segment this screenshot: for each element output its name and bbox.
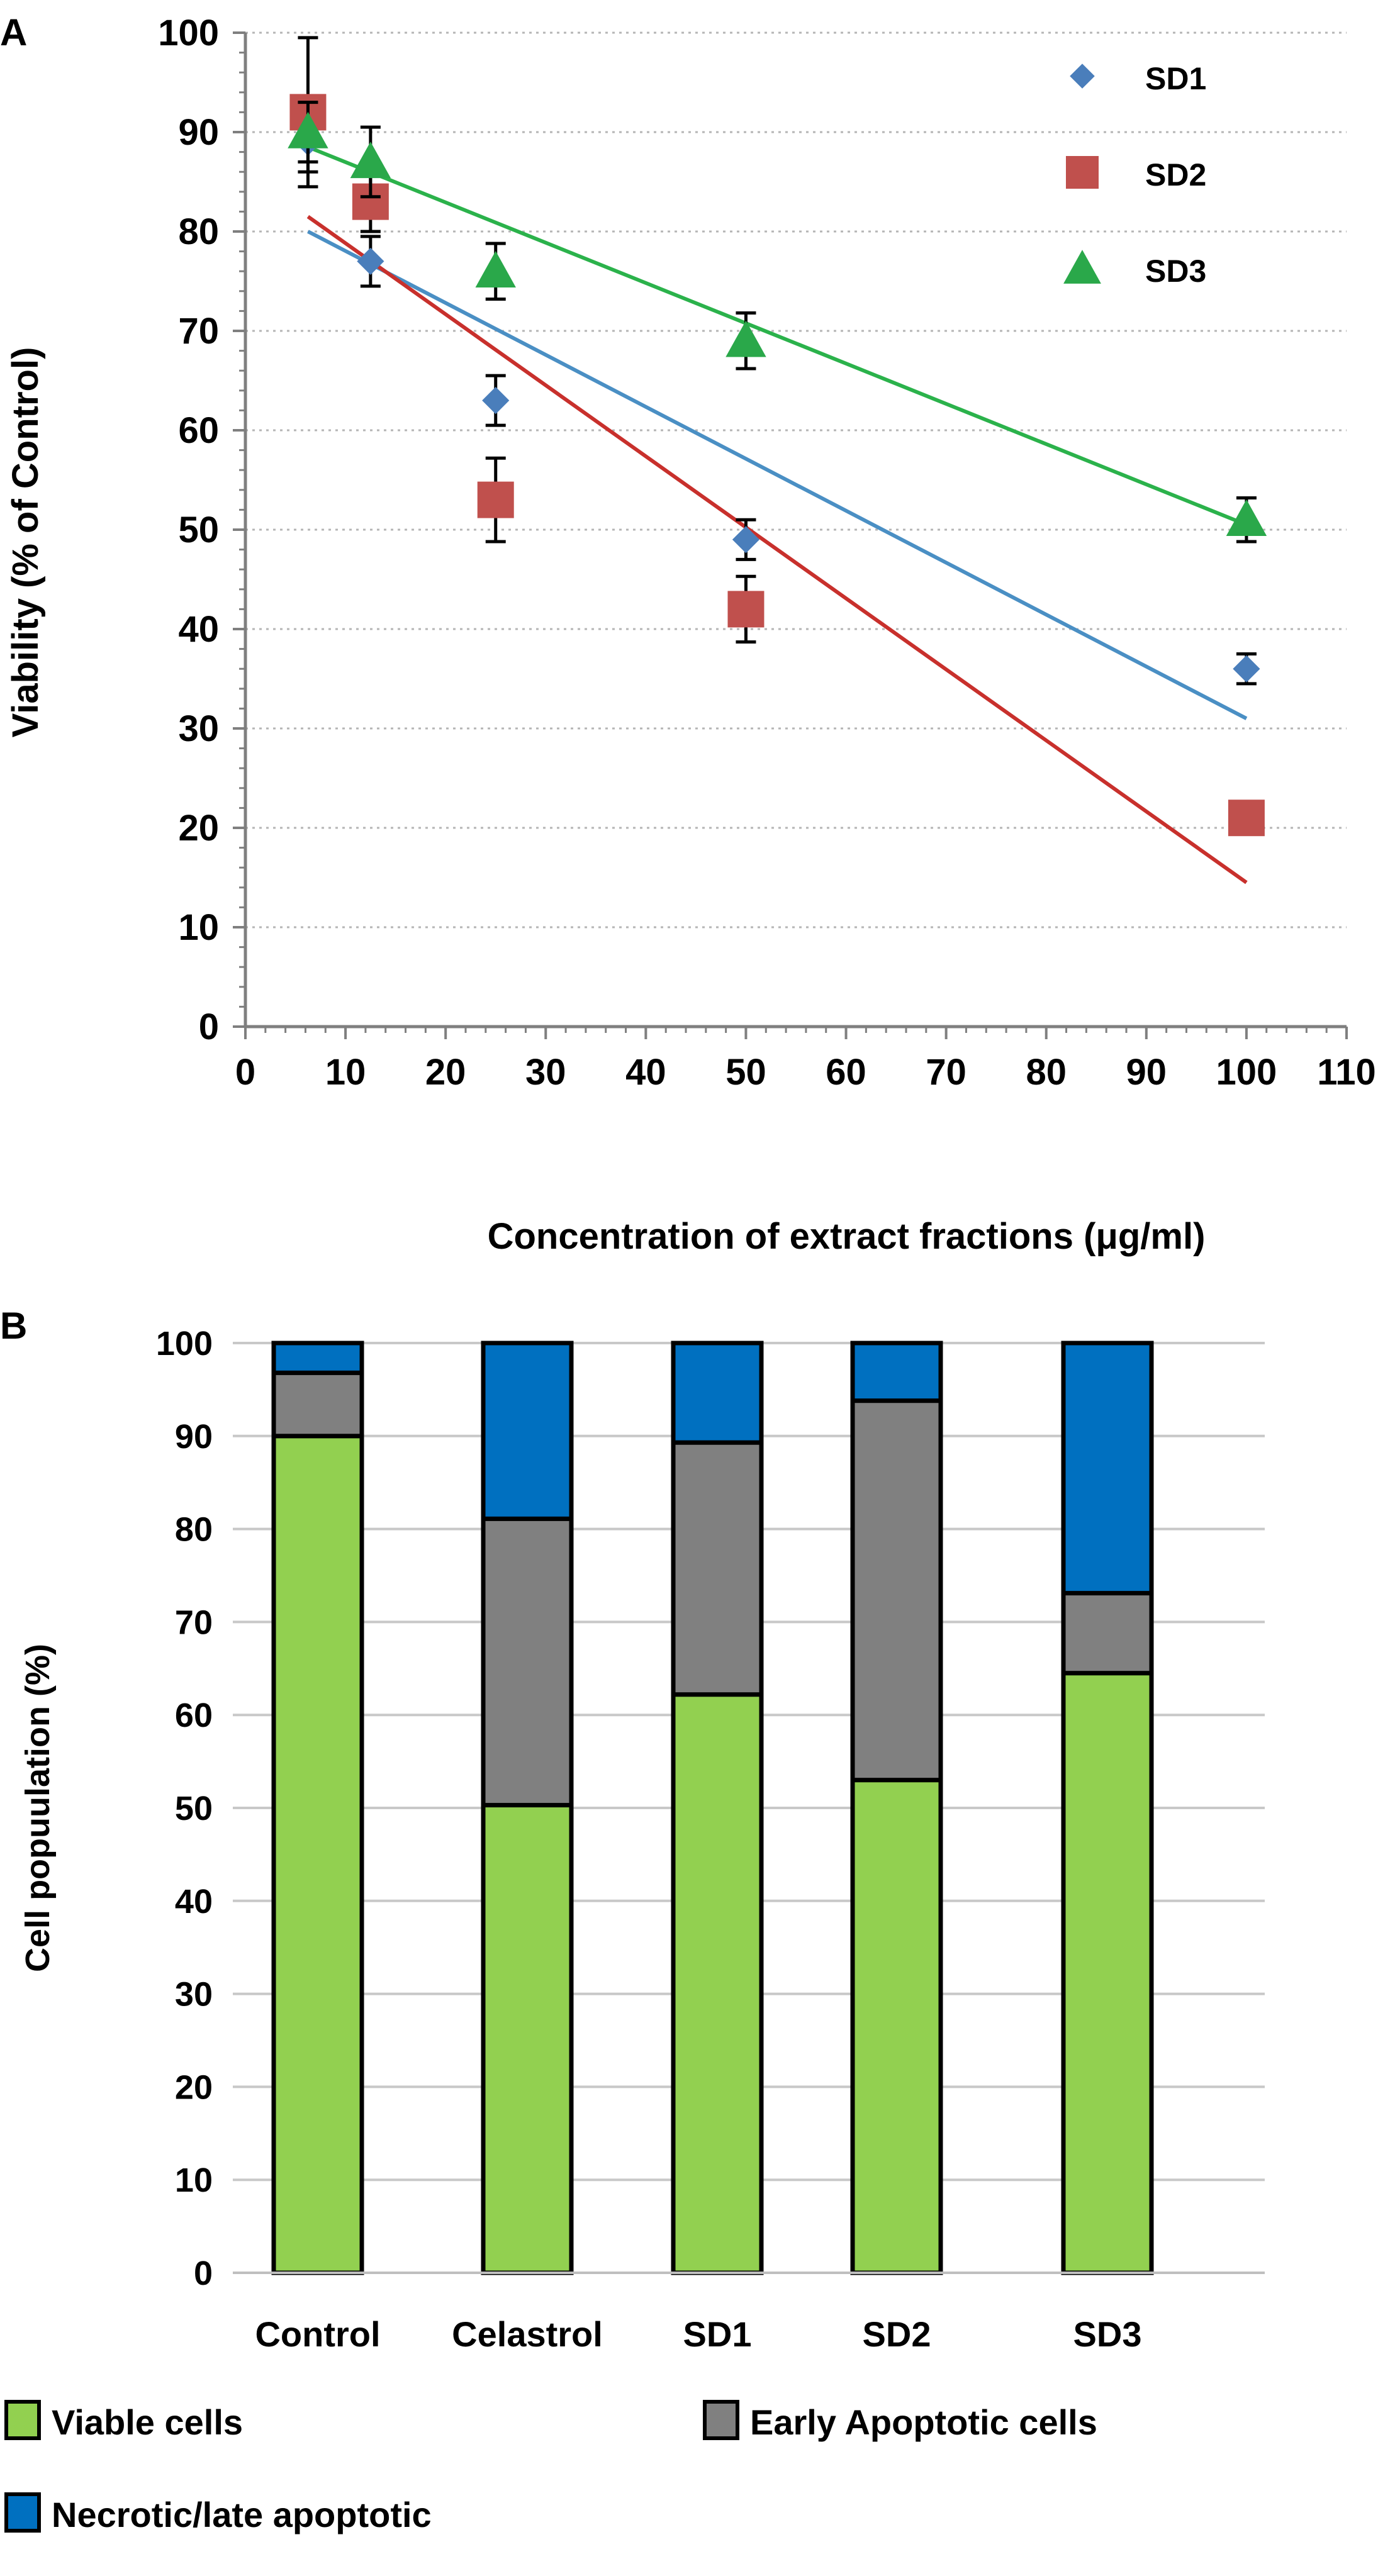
legend-label-sd2: SD2 xyxy=(1145,157,1206,192)
y-tick-label: 90 xyxy=(175,1418,213,1456)
legend-marker-sd1 xyxy=(1070,64,1095,89)
point-sd3 xyxy=(350,142,391,179)
panel-b-label: B xyxy=(0,1305,27,1347)
bar-segment-viable-cells xyxy=(481,1803,574,2275)
panel-b-category-labels: Control Celastrol SD1 SD2 SD3 xyxy=(255,2314,1141,2354)
bar-segment-viable-cells xyxy=(1061,1671,1154,2275)
point-sd2 xyxy=(1228,800,1265,837)
panel-a-label: A xyxy=(0,11,27,53)
y-tick-label: 50 xyxy=(175,1790,213,1827)
panel-a-viability-chart: A 0 10 20 30 40 50 60 70 80 90 100 0 10 20 30 40 50 60 70… xyxy=(0,11,1376,1257)
y-tick-label: 70 xyxy=(178,311,219,352)
panel-b-stacked-bars xyxy=(271,1341,1154,2275)
y-tick-label: 100 xyxy=(158,13,219,53)
y-tick-label: 80 xyxy=(175,1511,213,1549)
x-tick-label: 50 xyxy=(726,1052,766,1093)
x-tick-label: 60 xyxy=(826,1052,866,1093)
y-tick-label: 30 xyxy=(175,1976,213,2014)
legend-marker-sd3 xyxy=(1063,250,1101,284)
bar-segment-early-apoptotic-cells xyxy=(671,1440,764,1697)
y-tick-label: 100 xyxy=(156,1325,213,1363)
y-tick-label: 70 xyxy=(175,1603,213,1641)
bar-segment-viable-cells xyxy=(671,1692,764,2275)
legend-swatch-early-apoptotic-cells xyxy=(703,2400,739,2440)
panel-a-x-axis-label: Concentration of extract fractions (μg/m… xyxy=(488,1216,1206,1257)
x-tick-label: 40 xyxy=(625,1052,666,1093)
y-tick-label: 0 xyxy=(194,2255,213,2292)
category-label: Celastrol xyxy=(452,2314,603,2354)
point-sd3 xyxy=(1226,499,1267,536)
point-sd3 xyxy=(288,111,328,148)
y-tick-label: 30 xyxy=(178,708,219,749)
y-tick-label: 20 xyxy=(178,808,219,849)
point-sd1 xyxy=(732,526,760,554)
x-tick-label: 30 xyxy=(525,1052,566,1093)
panel-a-y-tick-labels: 0 10 20 30 40 50 60 70 80 90 100 xyxy=(158,13,219,1047)
legend-label: Necrotic/late apoptotic xyxy=(52,2495,432,2534)
panel-a-axes xyxy=(233,31,1348,1039)
panel-b-cell-population-chart: B 0 10 20 30 40 50 60 70 80 90 100 Control Celastro… xyxy=(0,1305,1265,2534)
x-tick-label: 100 xyxy=(1216,1052,1277,1093)
category-label: SD3 xyxy=(1073,2314,1142,2354)
panel-a-x-tick-labels: 0 10 20 30 40 50 60 70 80 90 100 110 xyxy=(235,1052,1376,1093)
bar-segment-early-apoptotic-cells xyxy=(481,1516,574,1808)
panel-a-trendlines xyxy=(306,145,1248,884)
y-tick-label: 40 xyxy=(175,1883,213,1921)
panel-a-legend: SD1 SD2 SD3 xyxy=(1063,61,1206,289)
x-tick-label: 90 xyxy=(1126,1052,1167,1093)
bar-segment-necrotic-late-apoptotic xyxy=(1061,1341,1154,1596)
legend-swatch-necrotic-late-apoptotic xyxy=(4,2492,41,2533)
legend-marker-sd2 xyxy=(1066,156,1099,189)
bar-segment-early-apoptotic-cells xyxy=(850,1398,943,1783)
panel-b-legend: Viable cells Early Apoptotic cells Necroti… xyxy=(4,2400,1097,2534)
point-sd2 xyxy=(727,591,765,628)
y-tick-label: 20 xyxy=(175,2068,213,2106)
x-tick-label: 110 xyxy=(1317,1052,1376,1093)
x-tick-label: 10 xyxy=(325,1052,366,1093)
bar-segment-necrotic-late-apoptotic xyxy=(671,1341,764,1445)
y-tick-label: 10 xyxy=(178,907,219,948)
legend-label-sd1: SD1 xyxy=(1145,61,1206,96)
x-tick-label: 20 xyxy=(425,1052,466,1093)
category-label: Control xyxy=(255,2314,380,2354)
bar-segment-early-apoptotic-cells xyxy=(271,1370,364,1439)
legend-label: Viable cells xyxy=(52,2402,243,2442)
category-label: SD1 xyxy=(683,2314,752,2354)
y-tick-label: 80 xyxy=(178,211,219,252)
y-tick-label: 90 xyxy=(178,112,219,153)
y-tick-label: 40 xyxy=(178,609,219,650)
panel-b-y-axis-label: Cell popuulation (%) xyxy=(19,1644,57,1972)
bar-segment-necrotic-late-apoptotic xyxy=(481,1341,574,1521)
point-sd1 xyxy=(1233,655,1260,683)
trendline-sd3 xyxy=(307,145,1248,527)
y-tick-label: 0 xyxy=(199,1006,219,1047)
x-tick-label: 70 xyxy=(926,1052,966,1093)
panel-a-data-points xyxy=(288,36,1267,837)
trendline-sd1 xyxy=(307,230,1248,720)
legend-label-sd3: SD3 xyxy=(1145,254,1206,289)
bar-segment-early-apoptotic-cells xyxy=(1061,1591,1154,1676)
bar-segment-necrotic-late-apoptotic xyxy=(271,1341,364,1375)
legend-swatch-viable-cells xyxy=(4,2400,41,2440)
y-tick-label: 50 xyxy=(178,510,219,550)
x-tick-label: 80 xyxy=(1026,1052,1067,1093)
bar-segment-necrotic-late-apoptotic xyxy=(850,1341,943,1403)
bar-segment-viable-cells xyxy=(850,1778,943,2275)
trendline-sd2 xyxy=(306,215,1248,884)
y-tick-label: 60 xyxy=(178,410,219,451)
point-sd3 xyxy=(726,320,766,357)
point-sd1 xyxy=(482,387,510,415)
bar-segment-viable-cells xyxy=(271,1434,364,2275)
point-sd1 xyxy=(357,247,384,275)
panel-a-y-axis-label: Viability (% of Control) xyxy=(5,347,46,738)
panel-b-y-tick-labels: 0 10 20 30 40 50 60 70 80 90 100 xyxy=(156,1325,213,2292)
point-sd3 xyxy=(475,251,516,287)
category-label: SD2 xyxy=(863,2314,931,2354)
y-tick-label: 10 xyxy=(175,2161,213,2199)
point-sd2 xyxy=(477,481,514,518)
x-tick-label: 0 xyxy=(235,1052,255,1093)
legend-label: Early Apoptotic cells xyxy=(750,2402,1097,2442)
y-tick-label: 60 xyxy=(175,1697,213,1734)
